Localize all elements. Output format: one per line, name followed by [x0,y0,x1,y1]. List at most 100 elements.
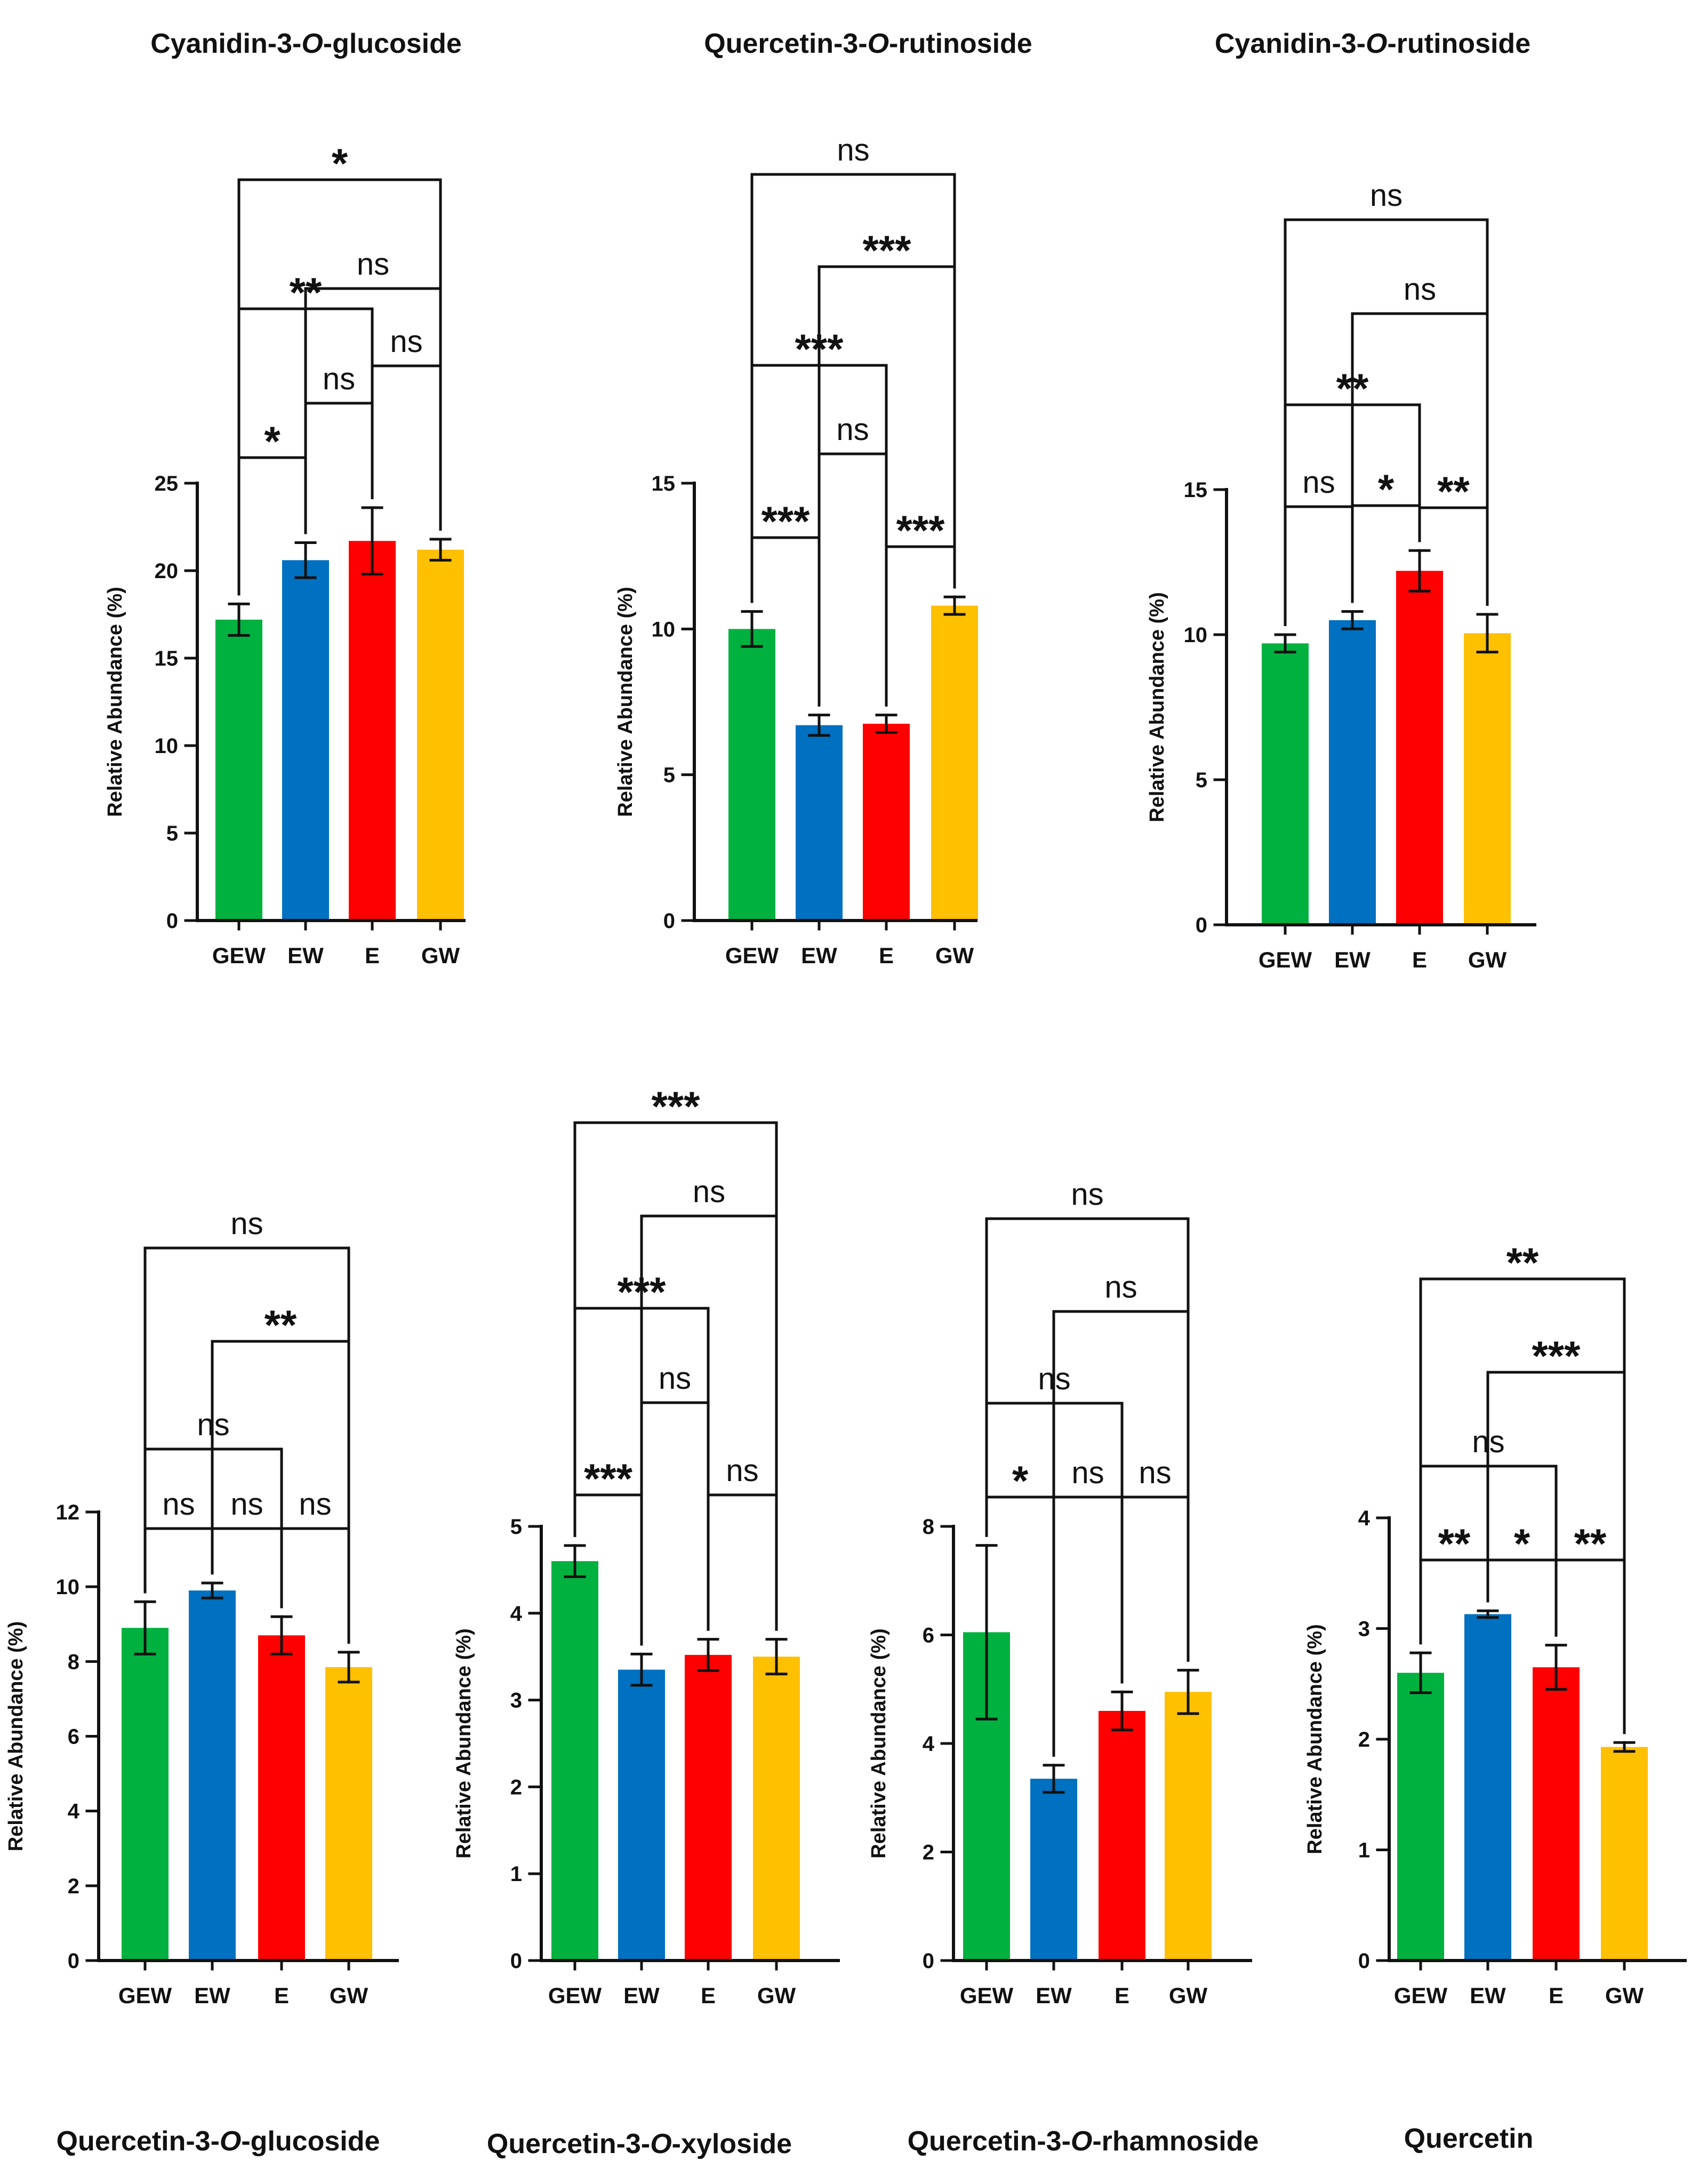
bar-ew [618,1669,665,1961]
y-tick-label: 0 [510,1949,522,1973]
y-tick-label: 5 [1196,769,1207,792]
y-tick-label: 5 [663,764,675,787]
significance-label: *** [761,498,810,545]
y-tick-label: 15 [155,647,179,670]
significance-label: ns [1104,1270,1137,1305]
bar-gew [122,1628,169,1961]
significance-bracket [143,1246,350,1644]
x-tick-label: GW [421,943,460,968]
y-axis-label: Relative Abundance (%) [868,1628,890,1858]
y-tick-label: 25 [155,472,179,495]
title-suffix: -glucoside [323,28,462,59]
significance-label: ns [1139,1455,1171,1490]
significance-label: ns [1071,1455,1104,1490]
bar-gew [551,1561,598,1961]
y-tick-label: 12 [56,1501,80,1524]
significance-bracket [985,1217,1190,1662]
title-prefix: Quercetin-3- [56,2126,220,2157]
title-suffix: -xyloside [671,2129,792,2159]
y-axis-label: Relative Abundance (%) [104,587,126,817]
significance-bracket [750,173,956,603]
y-tick-label: 0 [923,1949,934,1973]
bar-ew [796,725,843,921]
y-tick-label: 5 [510,1515,522,1539]
bar-gw [1165,1692,1212,1961]
title-suffix: -rhamnoside [1092,2126,1259,2157]
significance-label: ns [836,412,869,447]
x-tick-label: E [1549,1983,1564,2008]
x-tick-label: GW [1169,1983,1208,2008]
significance-label: *** [896,507,945,554]
significance-label: ns [659,1361,691,1396]
title-suffix: -rutinoside [889,28,1032,59]
bar-gew [215,619,262,921]
title-prefix: Quercetin-3- [486,2129,651,2159]
x-tick-label: GEW [960,1983,1014,2008]
title-prefix: Quercetin [1404,2123,1534,2154]
significance-label: ** [265,1301,297,1348]
title-italic: O [301,28,323,59]
x-tick-label: EW [287,943,324,968]
significance-label: * [1514,1520,1530,1567]
significance-label: ns [1404,272,1436,307]
significance-label: ** [1437,468,1470,515]
significance-label: ns [323,362,355,396]
significance-label: ns [1302,465,1335,500]
x-tick-label: GEW [212,943,266,968]
bar-gew [1397,1673,1444,1961]
significance-label: *** [862,227,911,274]
x-tick-label: GEW [548,1983,602,2008]
y-tick-label: 4 [510,1602,523,1626]
y-tick-label: 6 [923,1624,934,1647]
y-tick-label: 10 [1184,623,1208,647]
y-axis-label: Relative Abundance (%) [5,1621,27,1851]
y-tick-label: 4 [68,1800,80,1823]
significance-label: * [264,418,281,465]
significance-label: *** [651,1083,700,1130]
x-tick-label: EW [1470,1983,1506,2008]
y-tick-label: 4 [1358,1507,1371,1530]
y-tick-label: 8 [923,1515,934,1539]
bar-gw [417,549,464,921]
x-tick-label: GW [330,1983,368,2008]
significance-label: * [332,140,348,187]
bar-e [258,1635,305,1961]
x-tick-label: GW [757,1983,796,2008]
y-axis-label: Relative Abundance (%) [1146,592,1168,822]
bar-ew [282,560,329,921]
significance-label: * [1012,1457,1029,1504]
significance-label: ns [1370,178,1403,213]
y-tick-label: 1 [510,1862,522,1886]
y-tick-label: 2 [68,1875,79,1898]
bar-gew [1262,643,1309,925]
significance-label: ** [1506,1239,1539,1286]
significance-label: ns [162,1487,195,1522]
significance-label: ns [1071,1177,1103,1212]
title-italic: O [1070,2126,1093,2157]
bar-gew [728,629,775,921]
bar-ew [1030,1779,1077,1961]
title-quercetin: Quercetin [1404,2123,1534,2155]
bar-gw [1601,1747,1648,1961]
y-tick-label: 10 [56,1575,80,1599]
significance-label: ns [357,247,389,282]
bar-gw [753,1657,800,1961]
y-tick-label: 10 [155,734,179,758]
y-tick-label: 2 [510,1775,522,1799]
bar-ew [1329,620,1376,925]
x-tick-label: E [274,1983,289,2008]
significance-bracket [1419,1277,1626,1734]
x-tick-label: GEW [1259,947,1312,972]
bar-gw [325,1667,372,1961]
x-tick-label: GEW [118,1983,172,2008]
x-tick-label: E [879,943,894,968]
y-axis-label: Relative Abundance (%) [1304,1624,1326,1854]
significance-label: ns [299,1487,331,1522]
y-tick-label: 20 [155,559,179,583]
title-italic: O [1366,28,1388,59]
x-tick-label: GW [935,943,974,968]
y-tick-label: 10 [652,618,676,641]
significance-label: * [1378,466,1395,513]
x-tick-label: GW [1605,1983,1644,2008]
